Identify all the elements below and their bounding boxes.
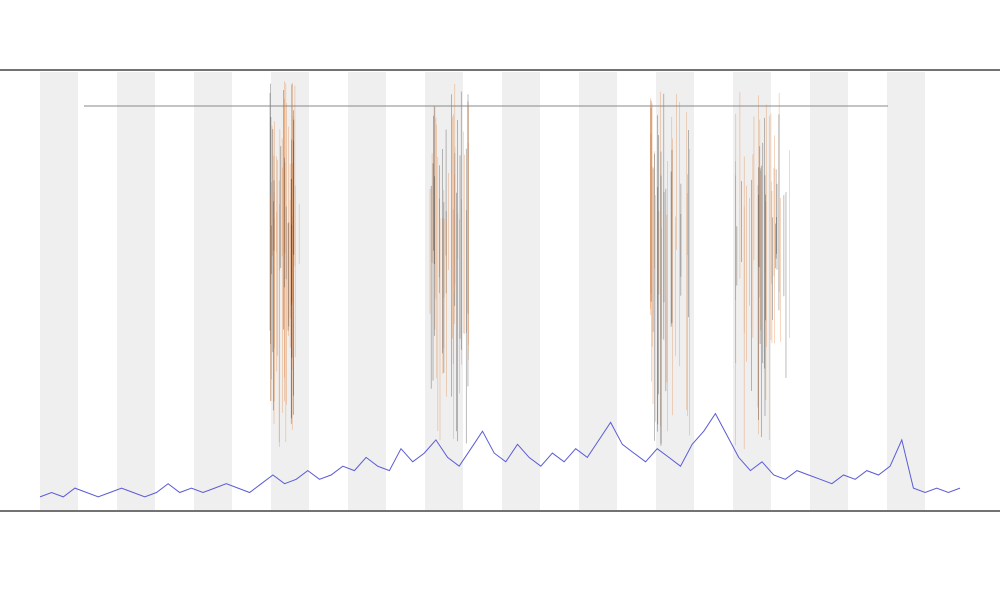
- plot-area: [39, 412, 961, 498]
- band: [810, 72, 848, 510]
- band: [40, 72, 78, 510]
- band: [194, 72, 232, 510]
- band: [348, 72, 386, 510]
- shaded-bands: [40, 72, 925, 510]
- band: [117, 72, 155, 510]
- band: [502, 72, 540, 510]
- data-line: [39, 412, 961, 498]
- band: [579, 72, 617, 510]
- band: [887, 72, 925, 510]
- spikes: [269, 81, 790, 449]
